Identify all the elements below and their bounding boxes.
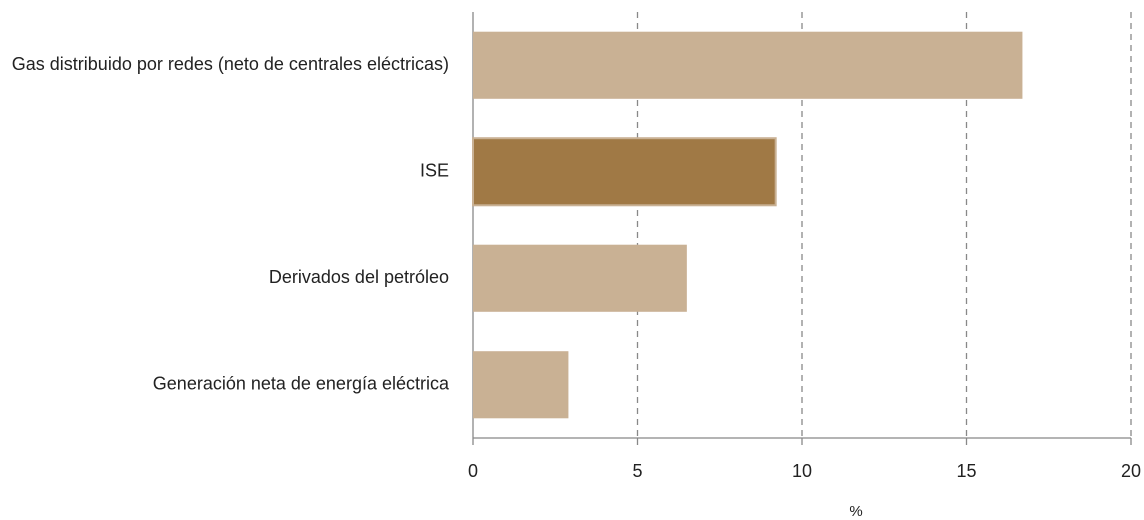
bar — [473, 244, 687, 312]
y-tick-label: ISE — [420, 161, 449, 181]
x-tick-label: 5 — [632, 461, 642, 481]
bar — [473, 31, 1023, 99]
x-tick-label: 0 — [468, 461, 478, 481]
y-tick-label: Generación neta de energía eléctrica — [153, 374, 450, 394]
x-tick-label: 10 — [792, 461, 812, 481]
x-tick-label: 20 — [1121, 461, 1141, 481]
y-tick-label: Gas distribuido por redes (neto de centr… — [12, 54, 449, 74]
x-tick-label: 15 — [956, 461, 976, 481]
y-tick-label: Derivados del petróleo — [269, 267, 449, 287]
bar — [473, 351, 569, 419]
x-axis-label: % — [849, 503, 862, 520]
bar — [472, 137, 777, 207]
